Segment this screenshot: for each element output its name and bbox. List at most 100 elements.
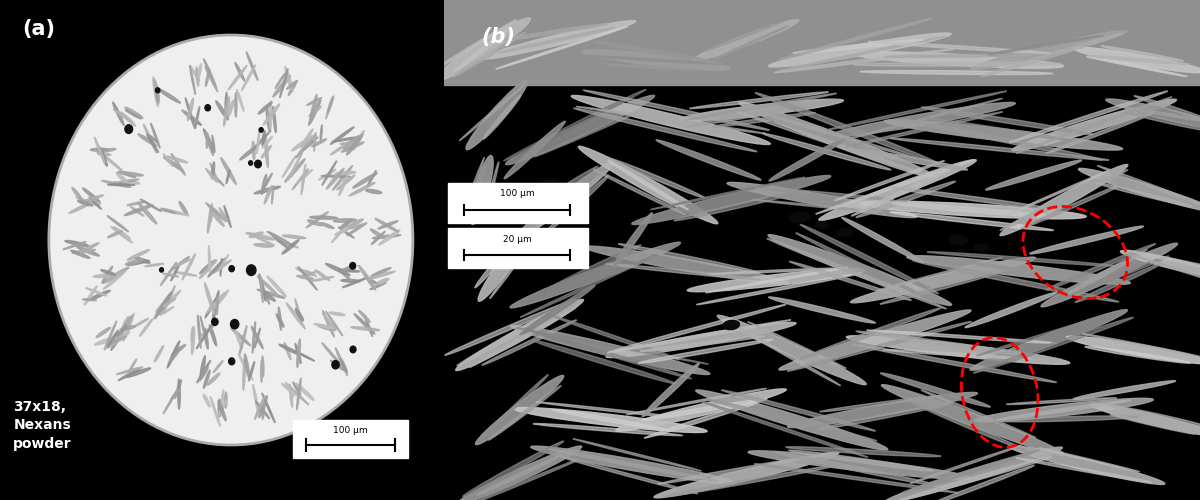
- Ellipse shape: [262, 174, 266, 195]
- Ellipse shape: [616, 389, 786, 431]
- Ellipse shape: [1109, 405, 1200, 426]
- Ellipse shape: [338, 176, 347, 196]
- Ellipse shape: [608, 158, 706, 198]
- Ellipse shape: [139, 318, 152, 336]
- Ellipse shape: [271, 186, 274, 204]
- Ellipse shape: [242, 358, 246, 390]
- Ellipse shape: [293, 169, 308, 190]
- Ellipse shape: [320, 124, 323, 140]
- Ellipse shape: [163, 390, 176, 414]
- Ellipse shape: [475, 376, 564, 444]
- Ellipse shape: [900, 456, 1051, 500]
- Ellipse shape: [970, 310, 1128, 370]
- Ellipse shape: [466, 80, 528, 150]
- Ellipse shape: [208, 204, 212, 233]
- Ellipse shape: [288, 80, 298, 96]
- Ellipse shape: [72, 250, 95, 254]
- Ellipse shape: [223, 97, 229, 126]
- Ellipse shape: [883, 350, 1031, 360]
- Ellipse shape: [277, 241, 299, 248]
- Ellipse shape: [210, 206, 212, 223]
- Ellipse shape: [96, 328, 110, 338]
- Ellipse shape: [200, 325, 215, 336]
- Ellipse shape: [1134, 96, 1200, 122]
- Ellipse shape: [259, 396, 268, 417]
- Ellipse shape: [206, 292, 224, 314]
- Ellipse shape: [880, 268, 1013, 304]
- Ellipse shape: [884, 120, 1122, 150]
- Ellipse shape: [763, 134, 890, 170]
- Ellipse shape: [85, 288, 107, 296]
- Circle shape: [246, 265, 256, 276]
- Ellipse shape: [199, 367, 208, 381]
- Ellipse shape: [265, 136, 269, 168]
- Ellipse shape: [1046, 244, 1156, 290]
- Ellipse shape: [241, 65, 256, 90]
- Ellipse shape: [510, 242, 680, 308]
- Ellipse shape: [349, 182, 374, 196]
- Ellipse shape: [329, 312, 344, 316]
- Ellipse shape: [514, 408, 707, 432]
- Ellipse shape: [456, 300, 583, 370]
- Ellipse shape: [114, 227, 131, 239]
- Ellipse shape: [371, 229, 383, 237]
- Ellipse shape: [1009, 91, 1168, 142]
- Ellipse shape: [89, 198, 102, 209]
- Ellipse shape: [205, 66, 217, 92]
- Ellipse shape: [881, 373, 990, 407]
- Ellipse shape: [593, 170, 685, 214]
- Ellipse shape: [606, 64, 702, 70]
- Ellipse shape: [101, 270, 115, 275]
- Ellipse shape: [97, 154, 110, 156]
- Ellipse shape: [296, 378, 301, 410]
- Ellipse shape: [470, 156, 493, 224]
- Ellipse shape: [842, 218, 923, 262]
- Ellipse shape: [721, 390, 876, 431]
- Ellipse shape: [289, 384, 293, 407]
- Ellipse shape: [214, 260, 232, 273]
- Ellipse shape: [155, 79, 158, 94]
- Ellipse shape: [116, 367, 143, 374]
- Ellipse shape: [607, 304, 786, 353]
- Ellipse shape: [205, 203, 222, 215]
- Ellipse shape: [296, 339, 300, 368]
- Ellipse shape: [262, 130, 265, 146]
- Ellipse shape: [370, 282, 386, 290]
- Ellipse shape: [257, 290, 284, 298]
- Ellipse shape: [884, 54, 1032, 58]
- Ellipse shape: [119, 368, 139, 380]
- Ellipse shape: [949, 235, 967, 245]
- Ellipse shape: [866, 330, 1057, 344]
- Ellipse shape: [535, 114, 636, 156]
- Ellipse shape: [203, 394, 210, 407]
- Text: 20 μm: 20 μm: [503, 234, 532, 244]
- Ellipse shape: [343, 136, 360, 149]
- Ellipse shape: [779, 18, 931, 59]
- Ellipse shape: [328, 96, 334, 112]
- Ellipse shape: [268, 276, 286, 297]
- Ellipse shape: [574, 108, 757, 152]
- Ellipse shape: [1008, 446, 1165, 484]
- Ellipse shape: [1126, 250, 1200, 272]
- Ellipse shape: [710, 26, 788, 61]
- Ellipse shape: [148, 134, 158, 143]
- Ellipse shape: [260, 285, 270, 304]
- Ellipse shape: [286, 66, 293, 92]
- Ellipse shape: [989, 36, 1104, 54]
- Ellipse shape: [706, 267, 847, 293]
- Ellipse shape: [84, 286, 97, 305]
- Ellipse shape: [571, 96, 770, 144]
- Ellipse shape: [310, 216, 338, 219]
- Circle shape: [205, 104, 210, 111]
- Ellipse shape: [694, 20, 799, 60]
- Ellipse shape: [330, 127, 354, 144]
- Ellipse shape: [263, 292, 275, 302]
- Ellipse shape: [108, 230, 122, 237]
- Ellipse shape: [650, 177, 805, 210]
- FancyBboxPatch shape: [448, 182, 588, 222]
- Ellipse shape: [133, 318, 149, 327]
- Ellipse shape: [910, 402, 1026, 451]
- Ellipse shape: [308, 100, 320, 125]
- Ellipse shape: [216, 296, 218, 315]
- Ellipse shape: [995, 416, 1138, 422]
